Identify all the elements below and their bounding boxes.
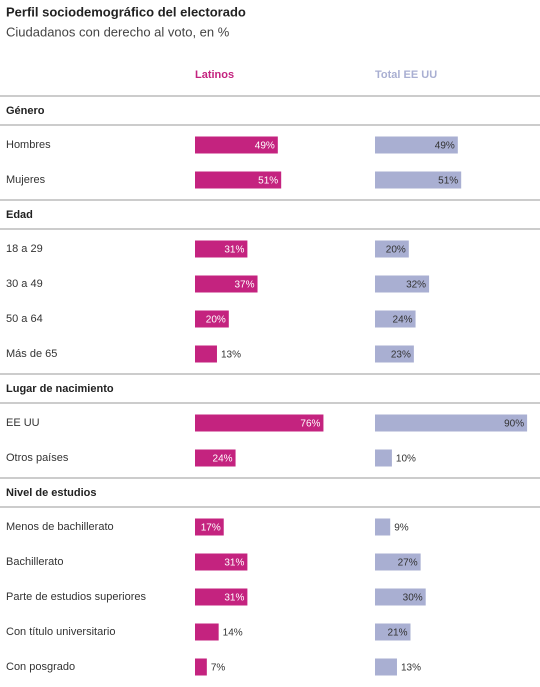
value-label: 32% <box>406 280 426 291</box>
bar <box>195 240 248 258</box>
bar <box>195 171 282 189</box>
bar <box>375 275 430 293</box>
value-label: 24% <box>393 315 413 326</box>
value-label: 9% <box>394 523 409 534</box>
bar <box>375 518 391 536</box>
value-label: 13% <box>221 350 241 361</box>
chart-subtitle: Ciudadanos con derecho al voto, en % <box>6 24 230 39</box>
bar <box>195 345 217 363</box>
legend-entry: Latinos <box>195 69 234 81</box>
group-title: Edad <box>6 209 33 221</box>
group-title: Nivel de estudios <box>6 487 96 499</box>
bar <box>375 658 397 676</box>
bar <box>195 275 258 293</box>
value-label: 13% <box>401 663 421 674</box>
group-title: Género <box>6 105 45 117</box>
row-label: 50 a 64 <box>6 313 43 325</box>
row-label: Bachillerato <box>6 556 63 568</box>
row-label: EE UU <box>6 417 40 429</box>
bar <box>375 310 416 328</box>
bar <box>195 588 248 606</box>
row-label: 18 a 29 <box>6 243 43 255</box>
bar <box>375 588 426 606</box>
value-label: 27% <box>398 558 418 569</box>
bar <box>375 414 528 432</box>
group-title: Lugar de nacimiento <box>6 383 114 395</box>
bar <box>195 518 224 536</box>
row-label: Más de 65 <box>6 348 57 360</box>
value-label: 76% <box>300 419 320 430</box>
value-label: 7% <box>211 663 226 674</box>
bar <box>195 658 207 676</box>
bar <box>195 553 248 571</box>
value-label: 31% <box>224 558 244 569</box>
value-label: 30% <box>403 593 423 604</box>
value-label: 14% <box>223 628 243 639</box>
value-label: 49% <box>255 141 275 152</box>
value-label: 24% <box>213 454 233 465</box>
row-label: Otros países <box>6 452 69 464</box>
value-label: 21% <box>387 628 407 639</box>
bar <box>375 345 414 363</box>
bar <box>195 449 236 467</box>
bar <box>375 553 421 571</box>
value-label: 51% <box>258 176 278 187</box>
bar <box>195 623 219 641</box>
bar <box>195 136 278 154</box>
value-label: 31% <box>224 593 244 604</box>
row-label: Con título universitario <box>6 626 115 638</box>
row-label: Mujeres <box>6 174 46 186</box>
row-label: Con posgrado <box>6 661 75 673</box>
legend-entry: Total EE UU <box>375 69 437 81</box>
row-label: Hombres <box>6 139 51 151</box>
bar <box>375 136 458 154</box>
row-label: Parte de estudios superiores <box>6 591 147 603</box>
value-label: 20% <box>206 315 226 326</box>
value-label: 10% <box>396 454 416 465</box>
value-label: 31% <box>224 245 244 256</box>
value-label: 37% <box>235 280 255 291</box>
value-label: 20% <box>386 245 406 256</box>
chart-title: Perfil sociodemográfico del electorado <box>6 4 246 19</box>
bar <box>375 240 409 258</box>
bar <box>375 623 411 641</box>
value-label: 51% <box>438 176 458 187</box>
value-label: 49% <box>435 141 455 152</box>
value-label: 90% <box>504 419 524 430</box>
bar <box>195 310 229 328</box>
bar <box>195 414 324 432</box>
bar <box>375 171 462 189</box>
bar <box>375 449 392 467</box>
row-label: 30 a 49 <box>6 278 43 290</box>
row-label: Menos de bachillerato <box>6 521 114 533</box>
value-label: 17% <box>201 523 221 534</box>
value-label: 23% <box>391 350 411 361</box>
